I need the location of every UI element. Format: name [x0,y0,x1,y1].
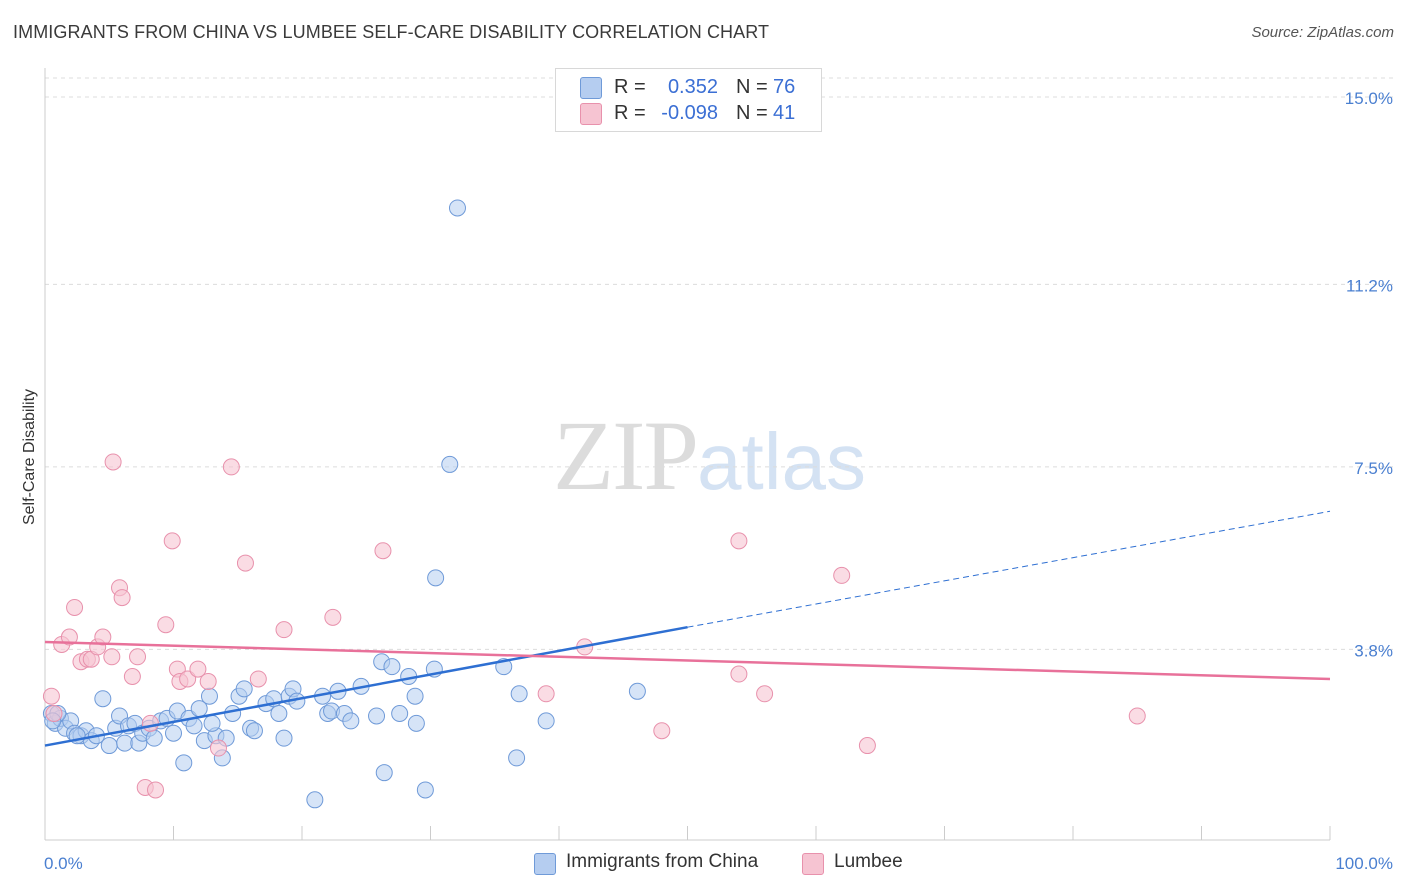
china-point [537,712,555,730]
china-point [628,682,646,700]
lumbee-point [94,628,112,646]
lumbee-point [104,453,122,471]
lumbee-point [374,542,392,560]
lumbee-point [42,687,60,705]
bottom-legend-label: Lumbee [834,851,903,872]
china-point [383,658,401,676]
china-point [406,687,424,705]
lumbee-point [537,685,555,703]
lumbee-point [147,781,165,799]
china-point [275,729,293,747]
legend-n-value: 41 [773,102,796,124]
watermark: ZIPatlas [553,398,866,513]
china-point [94,690,112,708]
china-swatch [580,77,602,99]
y-tick-label: 15.0% [1345,89,1393,108]
lumbee-point [730,532,748,550]
y-tick-label: 7.5% [1354,459,1393,478]
china-point [368,707,386,725]
watermark-zip: ZIP [553,400,699,511]
china-points [42,199,646,809]
lumbee-point [209,739,227,757]
lumbee-point [103,648,121,666]
china-point [116,734,134,752]
china-point [416,781,434,799]
correlation-legend: R = 0.352 N = 76 R = -0.098 N = 41 [555,68,822,132]
y-tick-label: 11.2% [1346,276,1393,295]
lumbee-point [1128,707,1146,725]
trend-lines [44,510,1331,747]
lumbee-point [141,714,159,732]
lumbee-point [66,598,84,616]
china-point [165,724,182,742]
china-point [441,455,459,473]
china-point [306,791,324,809]
china-point [448,199,466,217]
china-point [224,704,242,722]
legend-n-label: N = [736,76,768,98]
legend-r-value: -0.098 [661,102,718,124]
lumbee-point [123,668,141,686]
lumbee-point [189,660,207,678]
lumbee-point [222,458,240,476]
legend-r-value: 0.352 [667,76,718,98]
china-point [235,680,253,698]
x-tick-label: 0.0% [44,854,83,873]
china-point [427,569,445,587]
bottom-legend-label: Immigrants from China [566,851,759,872]
china-point [175,754,193,772]
china-point [510,685,528,703]
china-point [200,687,218,705]
lumbee-point [236,554,254,572]
china-point [245,722,263,740]
tick-labels: 3.8% 7.5% 11.2% 15.0% 0.0% 100.0% [44,89,1393,873]
bottom-legend-china: Immigrants from China [534,850,784,878]
china-point [270,704,288,722]
source-credit: Source: ZipAtlas.com [1251,24,1394,41]
lumbee-point [60,628,78,646]
china-trend-line [44,625,688,747]
lumbee-point [653,722,671,740]
china-point [203,714,221,732]
lumbee-points [42,453,1146,799]
lumbee-swatch [802,853,824,875]
lumbee-point [730,665,748,683]
lumbee-point [249,670,267,688]
lumbee-point [756,685,774,703]
chart-title: IMMIGRANTS FROM CHINA VS LUMBEE SELF-CAR… [13,22,770,42]
lumbee-point [833,566,851,584]
china-point [508,749,526,767]
y-axis-label: Self-Care Disability [21,389,38,525]
lumbee-point [129,648,147,666]
lumbee-point [324,608,342,626]
legend-r-label: R = [614,102,646,124]
lumbee-point [163,532,181,550]
lumbee-point [157,616,175,634]
lumbee-trend-line [44,640,1331,681]
legend-n-value: 76 [773,76,796,98]
lumbee-point [858,737,876,755]
x-tick-label: 100.0% [1335,854,1393,873]
lumbee-point [179,670,197,688]
china-swatch [534,853,556,875]
watermark-atlas: atlas [697,417,866,506]
china-point [100,737,118,755]
china-point [391,704,409,722]
china-point [375,764,393,782]
legend-n-label: N = [736,102,768,124]
china-point [145,729,163,747]
y-tick-label: 3.8% [1354,641,1393,660]
lumbee-point [113,589,131,607]
bottom-legend-lumbee: Lumbee [802,850,922,878]
legend-r-label: R = [614,76,646,98]
lumbee-point [45,704,63,722]
lumbee-point [275,621,293,639]
china-trend-extension [687,510,1331,628]
lumbee-swatch [580,103,602,125]
china-point [407,714,425,732]
lumbee-point [199,672,217,690]
china-point [342,712,360,730]
